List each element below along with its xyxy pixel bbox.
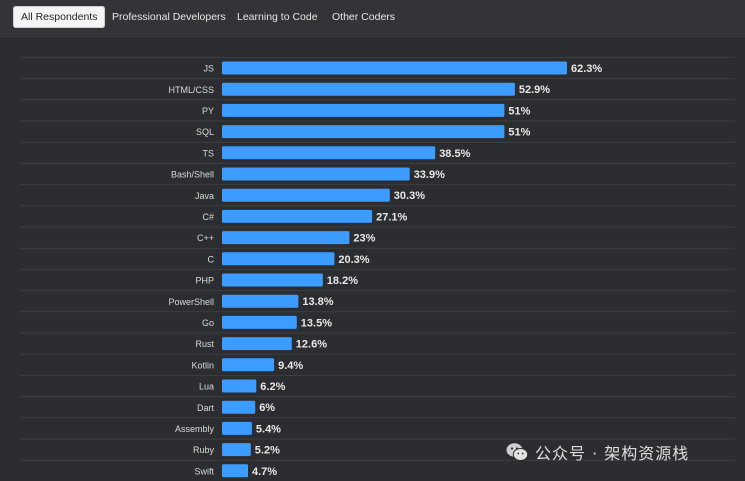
category-label: PHP [195,276,214,286]
category-label: SQL [196,127,214,137]
bar [222,82,515,96]
value-label: 13.5% [301,317,332,329]
value-label: 9.4% [278,360,303,372]
bar [222,315,297,329]
value-label: 12.6% [296,339,327,351]
value-label: 27.1% [376,211,407,223]
category-label: JS [203,64,214,74]
bar [222,209,373,223]
bar [222,125,505,139]
value-label: 6% [259,402,275,414]
bar [222,443,251,457]
bar [222,252,335,266]
tab-other-coders[interactable]: Other Coders [332,11,396,23]
category-label: Rust [195,339,214,349]
category-label: Bash/Shell [171,170,214,180]
value-label: 5.4% [256,423,281,435]
respondent-tab-bar: All Respondents Professional Developers … [0,0,745,39]
value-label: 4.7% [252,466,277,478]
bar [222,61,567,75]
bar [222,400,256,414]
value-label: 18.2% [327,275,358,287]
chart-area: JS 62.3% HTML/CSS 52.9% PY 51% SQL 51% TS 38.5% Ba… [0,39,745,481]
bar [222,421,252,435]
category-label: C++ [197,233,214,243]
category-label: C# [202,212,214,222]
value-label: 6.2% [260,381,285,393]
category-label: Swift [194,466,214,476]
wechat-icon [506,443,529,461]
watermark: 公众号 · 架构资源栈 [505,440,689,464]
tab-learning-to-code[interactable]: Learning to Code [237,11,318,23]
category-label: Assembly [175,424,215,434]
value-label: 33.9% [414,169,445,181]
bar [222,294,299,308]
category-label: Dart [197,403,215,413]
category-label: TS [202,148,214,158]
bar [222,231,350,245]
tab-all-respondents[interactable]: All Respondents [13,6,106,28]
value-label: 5.2% [255,445,280,457]
category-label: C [208,254,215,264]
category-label: PowerShell [168,297,214,307]
watermark-text: 公众号 · 架构资源栈 [535,444,690,463]
bar [222,379,257,393]
bar [222,358,275,372]
category-label: PY [202,106,214,116]
value-label: 38.5% [439,148,470,160]
bar [222,167,410,181]
value-label: 52.9% [519,84,550,96]
value-label: 23% [353,233,375,245]
bar [222,273,323,287]
category-label: Kotlin [191,360,214,370]
category-label: Java [195,191,214,201]
category-label: HTML/CSS [168,85,214,95]
category-label: Go [202,318,214,328]
bar-chart: JS 62.3% HTML/CSS 52.9% PY 51% SQL 51% TS 38.5% Ba… [20,56,735,478]
bar [222,188,390,202]
value-label: 51% [508,105,530,117]
bar [222,146,436,160]
value-label: 20.3% [338,254,369,266]
value-label: 30.3% [394,190,425,202]
category-label: Ruby [193,445,215,455]
bar [222,464,248,478]
bar [222,337,292,351]
value-label: 51% [508,127,530,139]
value-label: 62.3% [571,63,602,75]
tab-professional-developers[interactable]: Professional Developers [112,11,226,23]
value-label: 13.8% [302,296,333,308]
category-label: Lua [199,382,214,392]
bar [222,103,505,117]
